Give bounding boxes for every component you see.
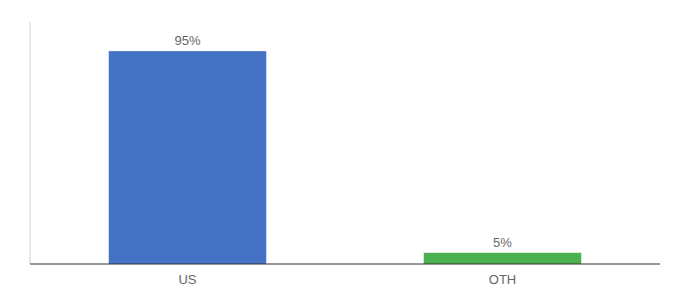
chart-svg: US OTH 95% 5% [0,0,680,300]
bar [109,51,267,264]
y-axis-line [30,22,31,264]
bars [109,51,582,264]
x-tick-label: US [178,272,196,287]
bar [424,253,582,264]
data-label: 5% [493,235,512,250]
data-label: 95% [174,33,200,48]
x-axis-line [30,264,660,265]
chart-container: US OTH 95% 5% [0,0,680,300]
x-tick-label: OTH [489,272,516,287]
